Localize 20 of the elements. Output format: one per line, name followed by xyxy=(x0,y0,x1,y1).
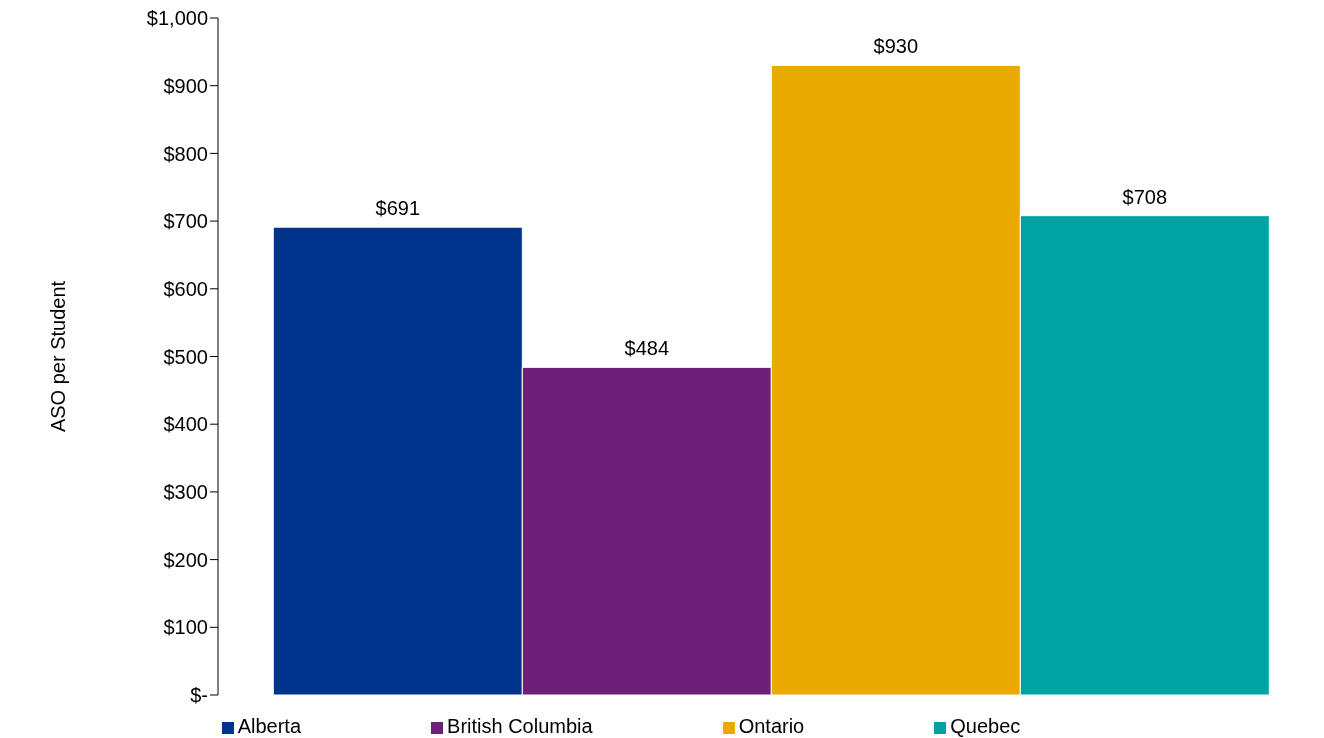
y-tick-label: $- xyxy=(190,684,208,707)
data-label: $930 xyxy=(873,35,919,58)
y-tick-label: $200 xyxy=(163,548,208,571)
y-tick-label: $400 xyxy=(163,413,208,436)
y-tick-label: $600 xyxy=(163,277,208,300)
legend-label: British Columbia xyxy=(447,715,593,737)
y-tick-label: $100 xyxy=(163,616,208,639)
y-tick-label: $1,000 xyxy=(146,7,208,30)
data-label: $691 xyxy=(375,197,421,220)
y-axis-title: ASO per Student xyxy=(47,280,70,433)
data-label: $484 xyxy=(624,337,670,360)
y-tick-label: $300 xyxy=(163,481,208,503)
y-tick-label: $500 xyxy=(163,345,208,368)
legend-label: Quebec xyxy=(950,715,1021,737)
y-tick-label: $800 xyxy=(163,142,208,165)
data-label: $708 xyxy=(1122,185,1168,208)
y-tick-label: $900 xyxy=(163,74,208,97)
legend-label: Ontario xyxy=(738,715,805,737)
legend-label: Alberta xyxy=(237,715,302,737)
y-tick-label: $700 xyxy=(163,210,208,233)
